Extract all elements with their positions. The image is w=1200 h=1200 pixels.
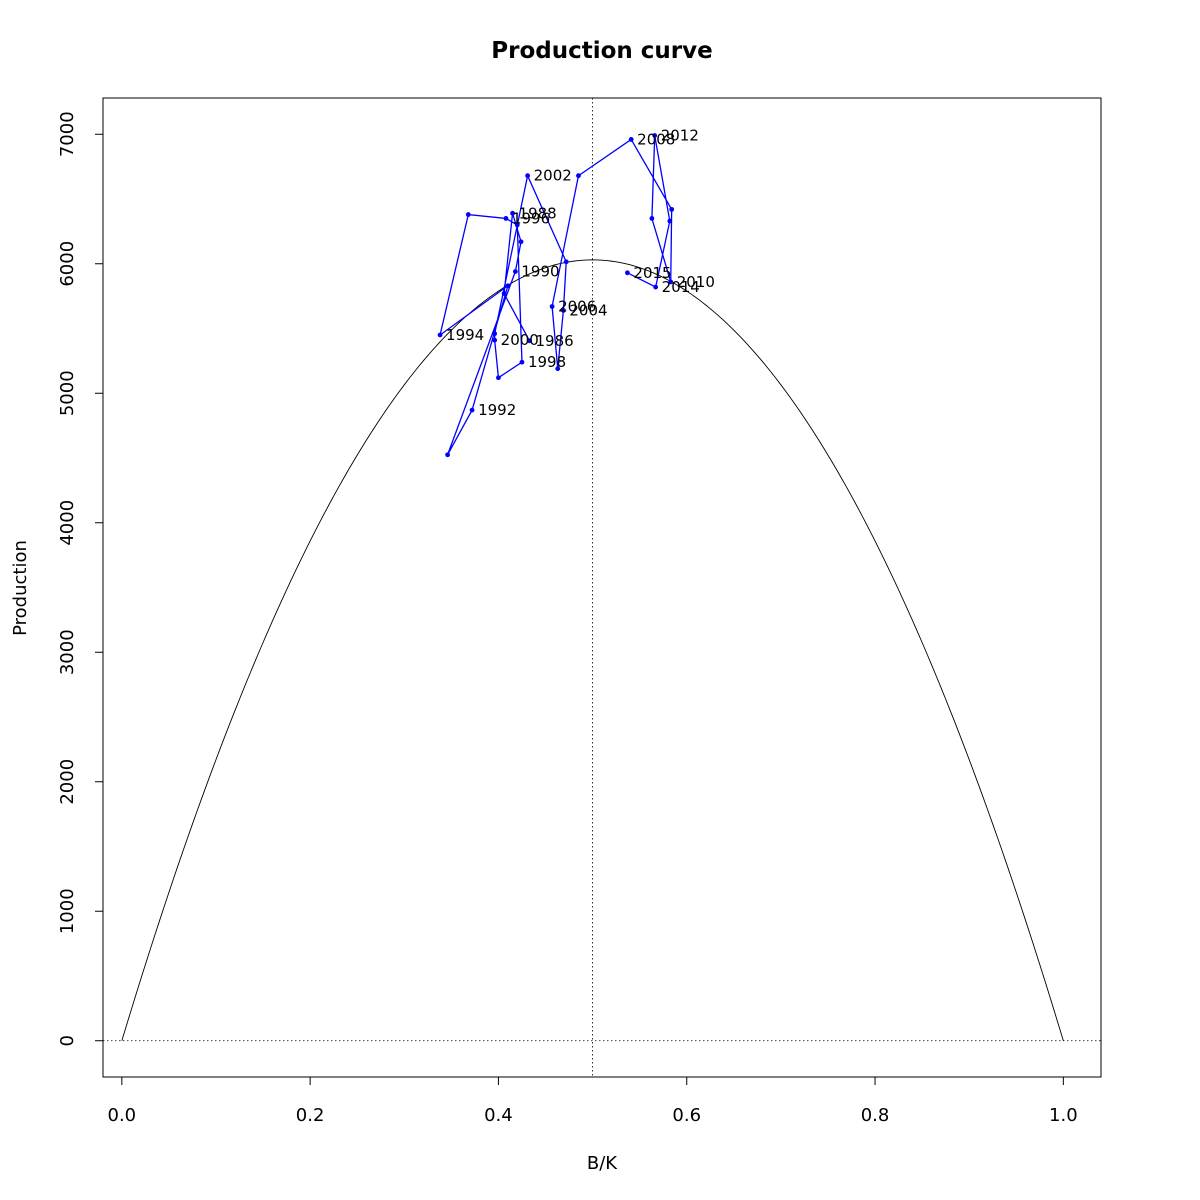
data-point-1992	[469, 407, 475, 413]
data-point-1986	[527, 338, 532, 344]
y-tick-label: 3000	[57, 629, 78, 675]
data-point-2015	[625, 270, 630, 276]
data-point-2012	[652, 133, 658, 138]
point-label-2014: 2014	[662, 278, 700, 296]
x-tick-label: 0.6	[672, 1105, 701, 1126]
point-label-2002: 2002	[534, 167, 572, 185]
data-point-2002	[525, 173, 531, 179]
point-label-2004: 2004	[569, 301, 607, 319]
point-label-2008: 2008	[637, 130, 675, 148]
x-tick-label: 0.8	[861, 1105, 890, 1126]
data-point-1994	[437, 332, 443, 338]
y-tick-label: 1000	[57, 888, 78, 934]
x-tick-label: 0.2	[296, 1105, 325, 1126]
point-label-1986: 1986	[536, 332, 574, 350]
data-point-2004	[560, 307, 566, 313]
reference-lines	[103, 98, 1101, 1077]
x-tick-label: 1.0	[1049, 1105, 1078, 1126]
point-label-1988: 1988	[519, 204, 557, 222]
data-point-1990	[512, 269, 518, 274]
data-point-2009	[669, 206, 675, 212]
production-curve	[121, 259, 1064, 1041]
data-point-2011	[649, 216, 655, 221]
y-tick-label: 6000	[57, 241, 78, 287]
data-point-2014	[653, 284, 659, 290]
point-label-2006: 2006	[558, 297, 596, 315]
data-point-1991	[445, 452, 450, 458]
point-label-1998: 1998	[528, 353, 566, 371]
x-tick-label: 0.0	[108, 1105, 137, 1126]
point-label-1990: 1990	[521, 263, 559, 281]
data-point-1989	[518, 239, 524, 245]
y-tick-label: 5000	[57, 370, 78, 416]
y-tick-label: 7000	[57, 111, 78, 157]
point-labels: 1986 1988 1990 1992 1994 1996 1998 2000 2002 2004…	[446, 127, 715, 420]
data-point-1995	[465, 212, 471, 217]
data-point-1993	[505, 283, 511, 289]
y-tick-label: 4000	[57, 500, 78, 546]
x-tick-label: 0.4	[484, 1105, 513, 1126]
data-point-2003	[563, 259, 569, 265]
chart-title: Production curve	[491, 38, 712, 64]
x-axis-label: B/K	[587, 1153, 618, 1174]
data-point-2000	[492, 337, 498, 343]
point-label-1992: 1992	[478, 401, 516, 419]
data-point-2001	[492, 331, 498, 337]
y-tick-label: 2000	[57, 759, 78, 805]
data-point-2006	[549, 304, 555, 309]
data-point-2007	[576, 173, 581, 179]
point-label-2015: 2015	[633, 264, 671, 282]
point-label-2000: 2000	[501, 331, 539, 349]
y-axis-label: Production	[10, 540, 31, 636]
data-point-1987	[501, 291, 507, 296]
data-point-2005	[555, 366, 561, 372]
series-line	[439, 135, 673, 456]
data-point-1997	[514, 222, 520, 228]
data-point-1999	[496, 375, 501, 381]
y-tick-label: 0	[57, 1035, 78, 1046]
point-label-2010: 2010	[677, 273, 715, 291]
point-label-2012: 2012	[661, 127, 699, 145]
point-label-1994: 1994	[446, 326, 484, 344]
data-point-1996	[503, 216, 509, 221]
data-point-2010	[668, 279, 674, 285]
data-point-1998	[519, 359, 525, 365]
data-point-2013	[667, 218, 673, 224]
x-axis: 0.0 0.2 0.4 0.6 0.8 1.0	[108, 1076, 1078, 1126]
point-label-1996: 1996	[512, 209, 550, 227]
series-layer	[437, 133, 675, 458]
y-axis: 0 1000 2000 3000 4000 5000 6000 7000	[57, 111, 104, 1046]
data-point-1988	[510, 210, 515, 216]
curve-layer	[121, 259, 1064, 1041]
data-point-2008	[628, 137, 634, 142]
